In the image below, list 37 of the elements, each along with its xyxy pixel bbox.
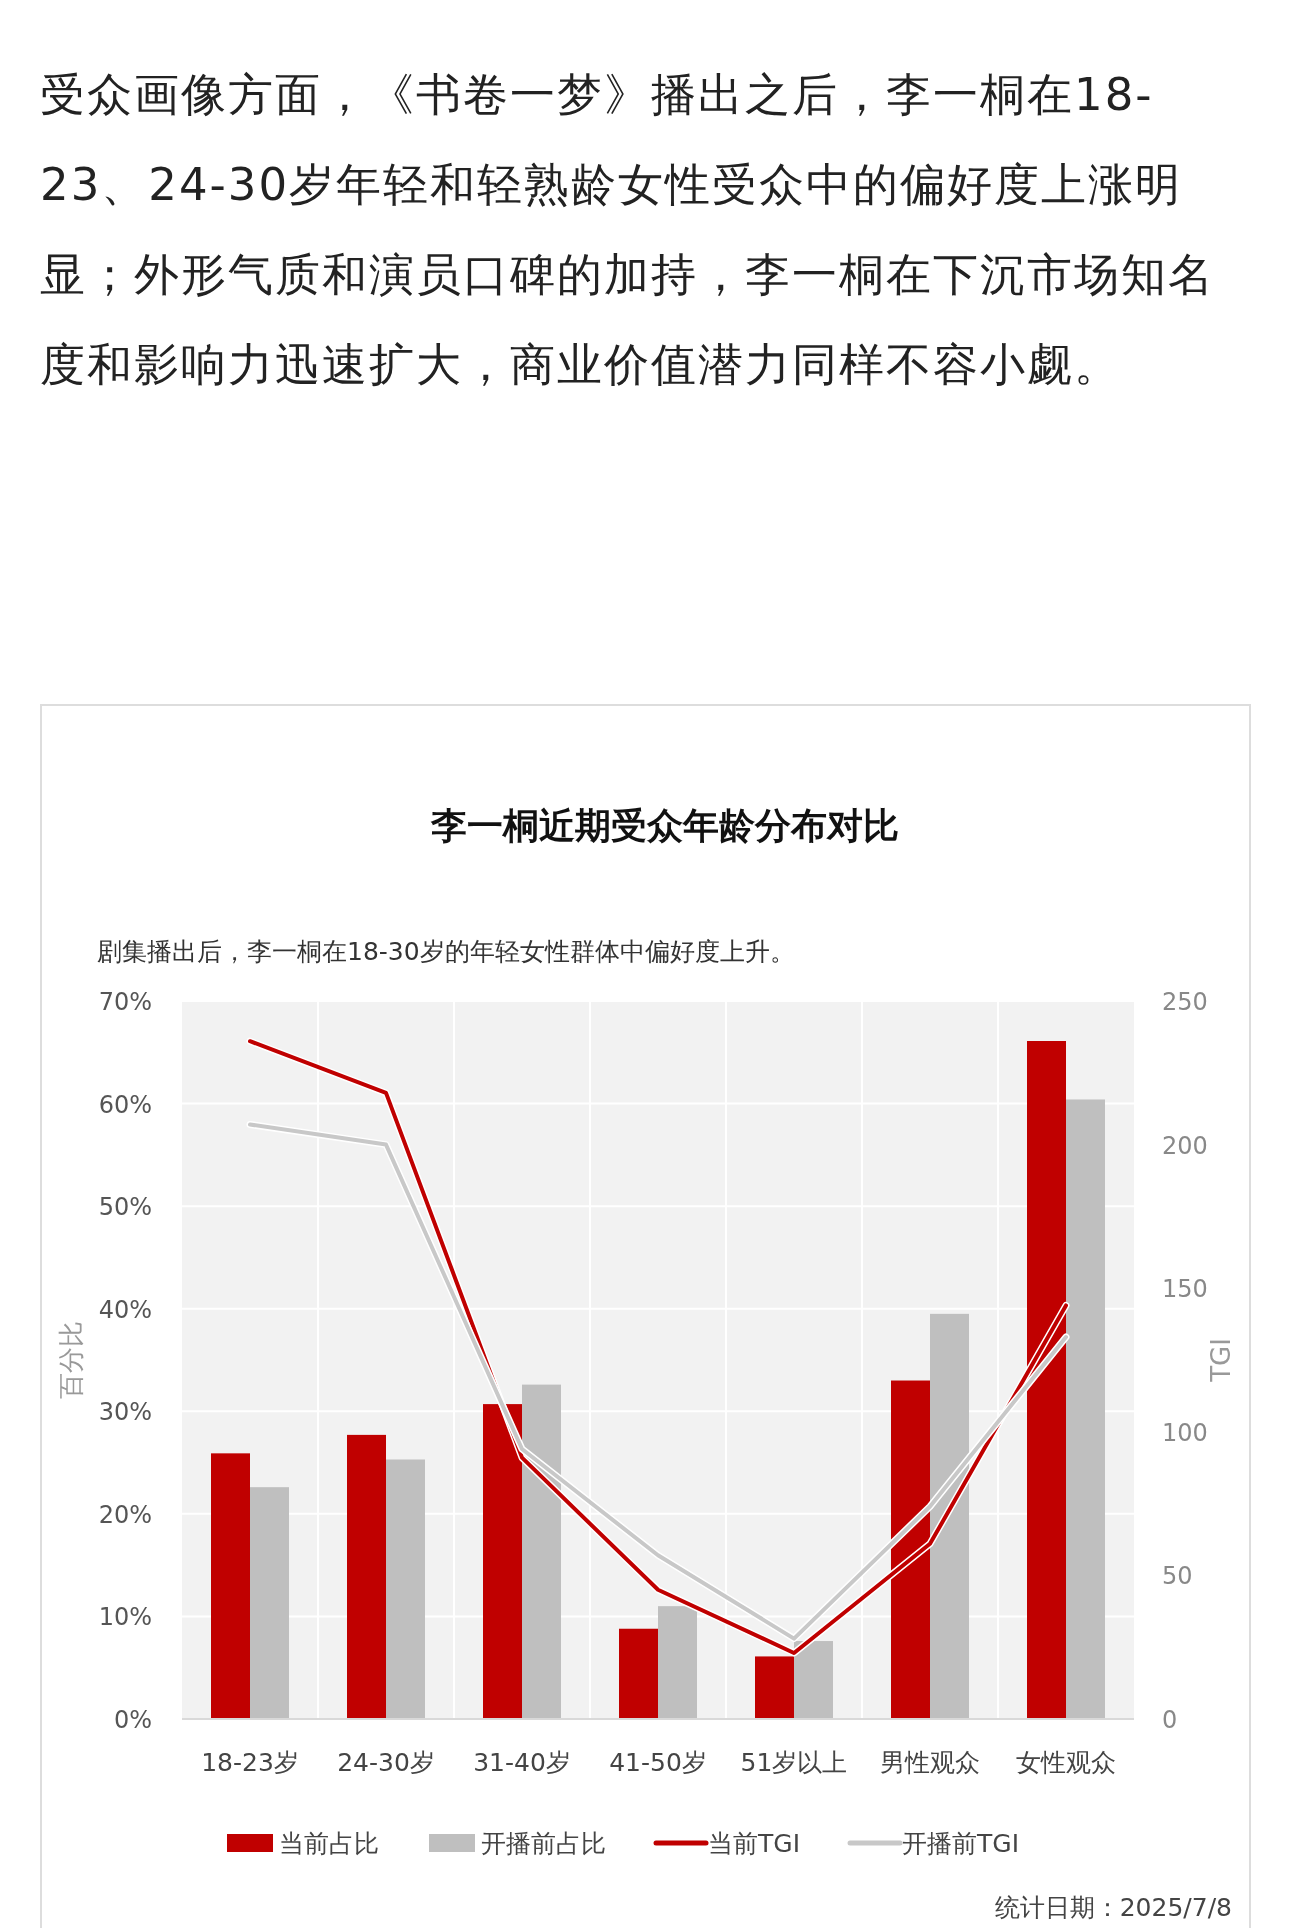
legend-label: 开播前TGI — [902, 1829, 1020, 1858]
y-tick-label: 40% — [98, 1295, 152, 1324]
y2-axis-title: TGI — [1206, 1338, 1236, 1383]
x-tick-label: 18-23岁 — [201, 1748, 299, 1777]
x-tick-label: 女性观众 — [1016, 1748, 1116, 1777]
legend-label: 开播前占比 — [481, 1829, 606, 1858]
bar — [211, 1453, 250, 1719]
bar — [658, 1606, 697, 1719]
bar — [250, 1487, 289, 1719]
x-tick-label: 24-30岁 — [337, 1748, 435, 1777]
chart-title: 李一桐近期受众年龄分布对比 — [430, 805, 899, 846]
bar — [347, 1434, 386, 1719]
y2-tick-label: 0 — [1162, 1706, 1178, 1734]
y-tick-label: 10% — [98, 1603, 152, 1632]
y-tick-label: 30% — [98, 1398, 152, 1427]
legend-label: 当前占比 — [279, 1829, 379, 1858]
bar — [386, 1459, 425, 1719]
y2-tick-label: 200 — [1162, 1131, 1208, 1160]
y2-tick-label: 150 — [1162, 1275, 1208, 1304]
y-tick-label: 0% — [113, 1706, 152, 1734]
y-tick-label: 50% — [98, 1193, 152, 1222]
y2-tick-label: 250 — [1162, 988, 1208, 1016]
x-tick-label: 男性观众 — [880, 1748, 980, 1777]
x-tick-label: 31-40岁 — [473, 1748, 571, 1777]
y-tick-label: 60% — [98, 1090, 152, 1119]
y-tick-label: 20% — [98, 1500, 152, 1529]
y2-tick-label: 100 — [1162, 1418, 1208, 1447]
text: 统计日期：2025/7/8 — [994, 1893, 1232, 1922]
y-axis-title: 百分比 — [56, 1321, 86, 1399]
legend-label: 当前TGI — [708, 1829, 801, 1858]
annotation: 受众画像方面，《书卷一梦》播出之后，李一桐在18-23、24-30岁年轻和轻熟龄女性受众中的偏好度上涨明显；外形气质和演员口碑的加持，李一桐在下沉市场知名度和影响力迅速扩大，商业价值潜力同样不容小觑。 — [40, 67, 1216, 393]
chart-subtitle: 剧集播出后，李一桐在18-30岁的年轻女性群体中偏好度上升。 — [97, 937, 795, 966]
x-tick-label: 41-50岁 — [609, 1748, 707, 1777]
y-tick-label: 70% — [98, 988, 152, 1016]
bar — [619, 1628, 658, 1719]
y2-tick-label: 50 — [1162, 1562, 1193, 1591]
x-tick-label: 51岁以上 — [740, 1748, 848, 1777]
